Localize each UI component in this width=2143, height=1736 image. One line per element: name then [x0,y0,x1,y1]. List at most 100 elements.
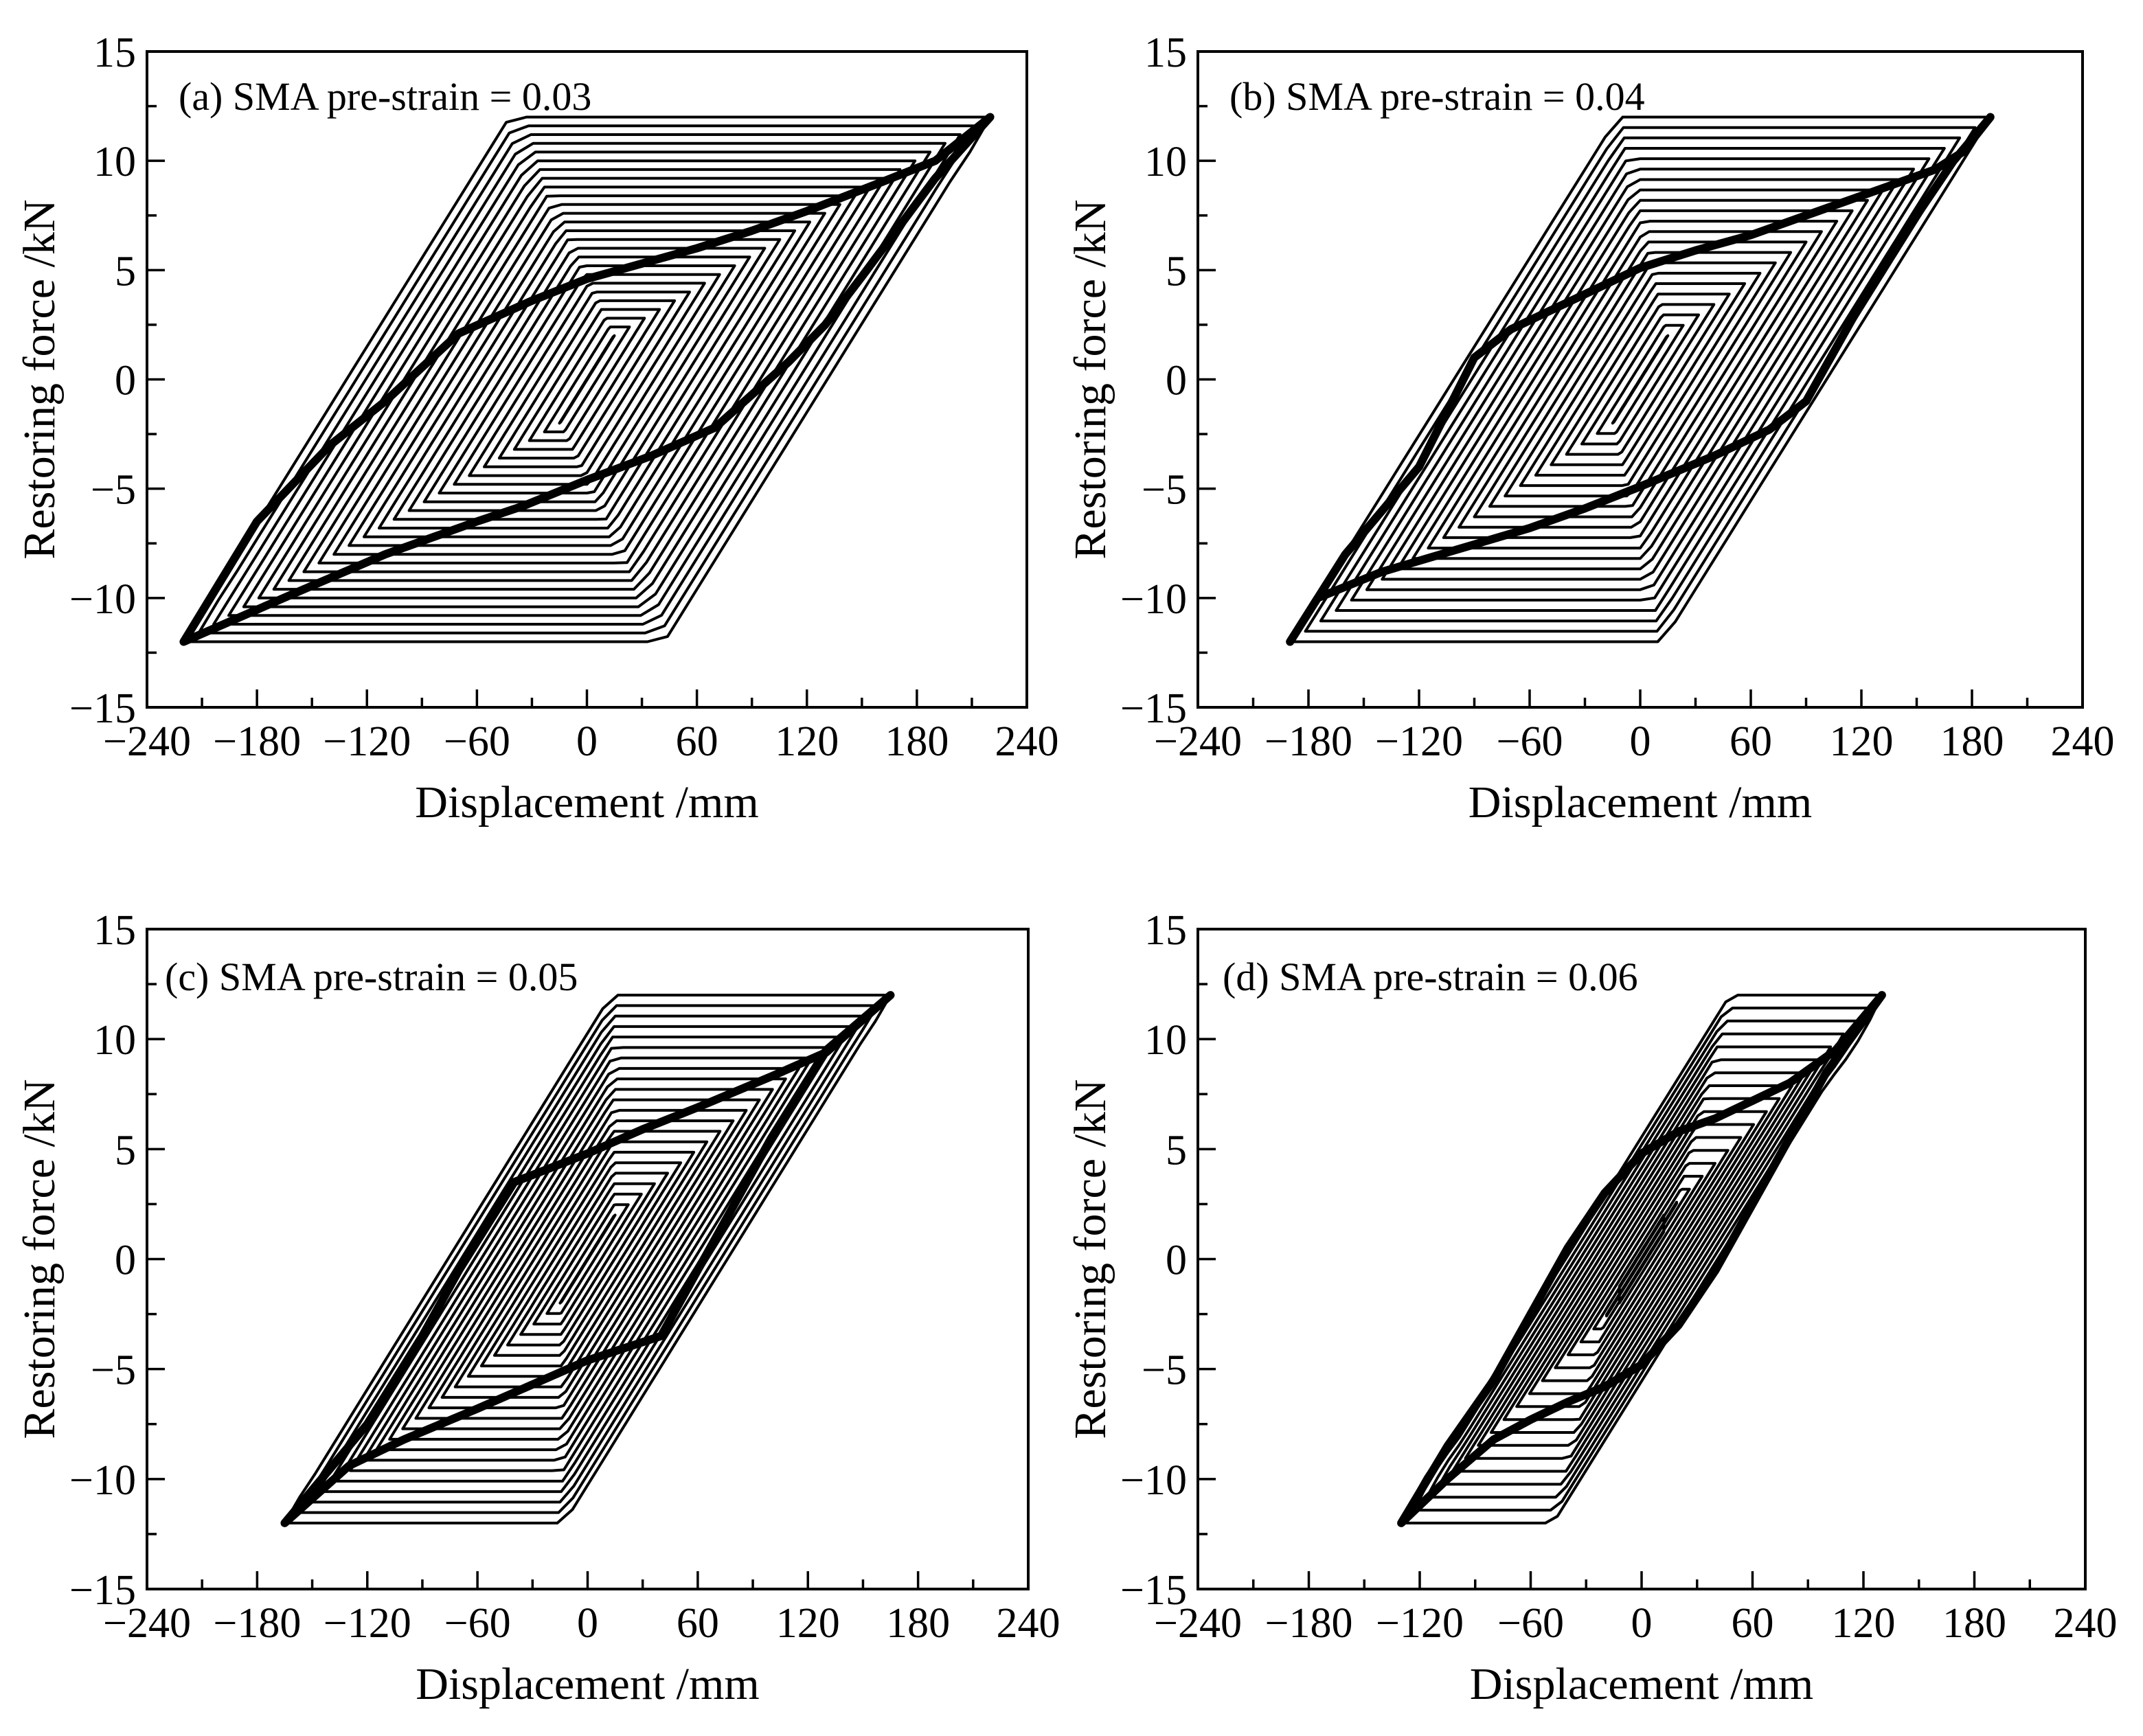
hysteresis-loop [427,1108,748,1410]
hysteresis-loops [280,991,895,1527]
y-axis-label: Restoring force /kN [14,1079,65,1439]
hysteresis-loop [492,1161,683,1357]
panel-title: (b) SMA pre-strain = 0.04 [1229,74,1645,119]
hysteresis-loop [1554,1149,1730,1369]
hysteresis-loop [512,308,661,451]
hysteresis-loop [1350,157,1931,602]
x-tick-label: −120 [323,718,411,765]
hysteresis-loop [1304,126,1977,633]
hysteresis-loop [401,1088,774,1430]
y-tick-label: −5 [1142,467,1187,514]
hysteresis-loops [1286,113,1995,646]
hysteresis-loop [532,1192,643,1326]
x-tick-label: −60 [1497,718,1563,765]
y-tick-label: −5 [91,467,136,514]
y-tick-label: −10 [69,1457,136,1504]
x-tick-label: 0 [1631,1600,1653,1647]
hysteresis-loop [1579,1174,1704,1344]
x-tick-label: −120 [1375,718,1463,765]
x-axis-label: Displacement /mm [415,777,758,827]
x-tick-label: −120 [1376,1600,1464,1647]
hysteresis-loop [1427,209,1854,550]
hysteresis-loop [388,1077,787,1441]
hysteresis-loop [528,317,646,442]
y-tick-label: −15 [1120,1567,1187,1614]
x-tick-label: 0 [1630,718,1651,765]
hysteresis-loop [1458,230,1823,529]
panel-a-chart: −240 −180 −120 −60 0 60 120 180 240 −15 −10 −5 0 5 10 1… [14,30,1059,827]
x-tick-label: 60 [676,718,718,765]
x-tick-label: 120 [1832,1600,1896,1647]
hysteresis-loop [227,141,946,617]
hysteresis-loop [1319,136,1962,623]
y-tick-label: −5 [1142,1347,1187,1394]
x-tick-label: 180 [1940,718,2004,765]
y-tick-label: −15 [1120,685,1187,732]
hysteresis-envelope [179,113,995,646]
hysteresis-loop [392,238,782,521]
y-tick-label: −5 [91,1347,136,1394]
y-tick-label: 0 [1166,1237,1187,1284]
x-tick-label: −180 [1265,1600,1353,1647]
y-axis-label: Restoring force /kN [1065,199,1115,559]
x-tick-label: −180 [213,1600,301,1647]
x-tick-label: −60 [444,1600,511,1647]
y-tick-label: −10 [1120,576,1187,623]
panel-title: (d) SMA pre-strain = 0.06 [1223,955,1638,999]
y-tick-label: −10 [69,576,136,623]
hysteresis-envelope [280,991,895,1527]
hysteresis-loops [1397,991,1886,1527]
hysteresis-loop [479,1150,696,1368]
x-tick-label: 0 [576,718,598,765]
hysteresis-loop [483,290,691,468]
hysteresis-loop [440,1119,735,1399]
hysteresis-loop [348,212,826,547]
hysteresis-loop [1381,178,1900,581]
hysteresis-loop [1477,1071,1806,1447]
x-tick-label: 60 [677,1600,719,1647]
hysteresis-loops [179,113,995,646]
hysteresis-envelope [1286,113,1995,646]
x-tick-label: 240 [995,718,1059,765]
y-tick-label: 5 [115,1127,136,1174]
hysteresis-loop [1596,323,1685,435]
panel-d-chart: −240 −180 −120 −60 0 60 120 180 240 −15 −10 −5 0 5 10 1… [1065,907,2118,1709]
x-tick-label: 240 [997,1600,1061,1647]
x-tick-label: −180 [213,718,301,765]
x-tick-label: −240 [103,1600,191,1647]
hysteresis-envelope [1397,991,1886,1527]
y-tick-label: 10 [1144,139,1187,185]
y-tick-label: 0 [115,1237,136,1284]
hysteresis-loop [414,1098,761,1420]
x-tick-label: 180 [885,718,949,765]
hysteresis-loop [453,273,721,486]
hysteresis-loop [407,247,767,512]
hysteresis-loop [466,1140,709,1378]
hysteresis-loop [1565,303,1716,456]
hysteresis-loop [317,194,857,564]
hysteresis-loop [1519,271,1762,488]
y-tick-label: 0 [115,358,136,404]
y-tick-label: 15 [93,30,136,76]
x-tick-label: −180 [1265,718,1352,765]
hysteresis-loop [558,334,616,425]
y-tick-label: 15 [1144,907,1187,954]
y-axis-label: Restoring force /kN [1065,1079,1115,1439]
panel-title: (c) SMA pre-strain = 0.05 [165,955,578,999]
hysteresis-loop [242,150,932,608]
x-tick-label: 0 [577,1600,598,1647]
x-tick-label: −60 [444,718,510,765]
hysteresis-loop [1335,147,1946,612]
hysteresis-loop [422,255,751,503]
hysteresis-loop [1473,240,1808,518]
hysteresis-loop [1489,1084,1794,1434]
hysteresis-loop [1504,261,1777,498]
hysteresis-loop [257,159,917,599]
x-tick-label: 60 [1730,718,1772,765]
y-tick-label: 15 [93,907,136,954]
x-tick-label: 180 [1942,1600,2006,1647]
panel-title: (a) SMA pre-strain = 0.03 [179,74,591,119]
hysteresis-loop [1605,1200,1678,1318]
hysteresis-loop [287,176,887,582]
y-tick-label: 5 [1166,1127,1187,1174]
